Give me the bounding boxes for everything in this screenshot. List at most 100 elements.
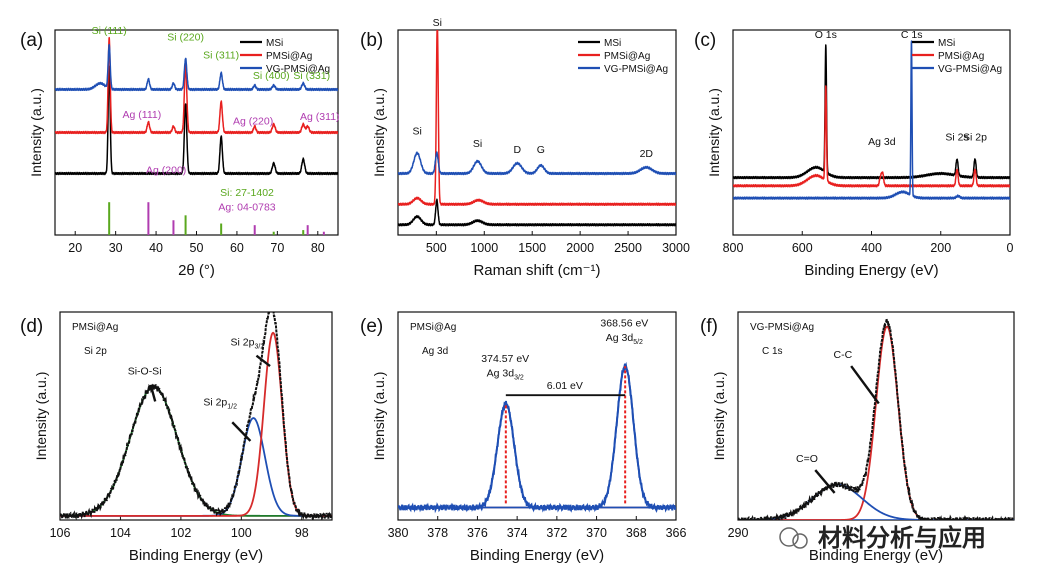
core-level-label-d: Si 2p	[84, 346, 107, 357]
x-tick-label-b: 2500	[614, 241, 642, 255]
plot-frame-b	[397, 29, 677, 236]
x-axis-label-b: Raman shift (cm⁻¹)	[473, 262, 600, 279]
annotation-c: O 1s	[815, 29, 837, 41]
panel-label-d: (d)	[20, 316, 43, 337]
annotation-text: Si	[473, 138, 482, 150]
annotation-text: Si 2p	[963, 132, 987, 144]
annotation-d: Si 2p1/2	[203, 397, 237, 411]
y-axis-label-c: Intensity (a.u.)	[706, 88, 722, 177]
x-tick-label-f: 290	[728, 526, 749, 540]
y-axis-label-a: Intensity (a.u.)	[28, 88, 44, 177]
x-tick-label-a: 20	[68, 241, 82, 255]
annotation-text: Ag 3d	[868, 136, 896, 148]
annotation-f: C-C	[834, 349, 853, 361]
annotation-e: 374.57 eV	[481, 353, 529, 365]
x-tick-label-c: 800	[723, 241, 744, 255]
sample-label-f: VG-PMSi@Ag	[750, 322, 814, 333]
annotation-f: C=O	[796, 453, 818, 465]
annotation-text: Ag (220)	[233, 115, 273, 127]
plot-area-f	[738, 318, 1014, 520]
series-line-b-vg-pmsi-ag	[398, 151, 676, 176]
fit-component-e-ag-3d3-2	[398, 402, 676, 509]
y-axis-label-f: Intensity (a.u.)	[711, 372, 727, 461]
annotation-c: Si 2p	[963, 132, 987, 144]
annotation-text: C-C	[834, 349, 853, 361]
x-tick-label-e: 370	[586, 526, 607, 540]
x-tick-label-a: 40	[149, 241, 163, 255]
annotation-e: Ag 3d5/2	[606, 332, 643, 346]
legend-label-c: VG-PMSi@Ag	[938, 64, 1002, 75]
watermark: 材料分析与应用	[779, 524, 986, 552]
annotation-b: D	[514, 144, 522, 156]
plot-frame-f	[737, 311, 1015, 521]
series-line-a-pmsi-ag	[55, 36, 338, 135]
y-axis-label-b: Intensity (a.u.)	[371, 88, 387, 177]
panel-label-c: (c)	[694, 30, 716, 51]
annotation-b: Si	[433, 17, 442, 29]
annotation-a: Si (220)	[167, 31, 204, 43]
pointer-line-d	[255, 354, 271, 368]
annotation-b: Si	[413, 126, 422, 138]
legend-label-b: VG-PMSi@Ag	[604, 64, 668, 75]
annotation-text: D	[514, 144, 522, 156]
legend-label-b: PMSi@Ag	[604, 51, 650, 62]
x-tick-label-e: 374	[507, 526, 528, 540]
plot-frame-e	[397, 311, 677, 521]
annotation-text: Si: 27-1402	[220, 187, 274, 199]
watermark-icon-2	[792, 533, 808, 549]
x-axis-label-e: Binding Energy (eV)	[470, 547, 604, 564]
y-axis-label-d: Intensity (a.u.)	[33, 372, 49, 461]
annotation-text: 368.56 eV	[600, 318, 648, 330]
panel-label-b: (b)	[360, 30, 383, 51]
annotation-e: 6.01 eV	[547, 380, 583, 392]
annotation-subscript: 3/2	[254, 343, 264, 350]
x-tick-label-d: 102	[170, 526, 191, 540]
legend-label-a: VG-PMSi@Ag	[266, 64, 330, 75]
x-tick-label-c: 400	[861, 241, 882, 255]
annotation-text: G	[537, 144, 545, 156]
annotation-b: 2D	[640, 148, 654, 160]
x-tick-label-d: 106	[50, 526, 71, 540]
annotation-text: Ag 3d	[606, 332, 634, 344]
sample-label-d: PMSi@Ag	[72, 322, 118, 333]
x-tick-label-d: 100	[231, 526, 252, 540]
series-line-c-pmsi-ag	[733, 85, 1010, 188]
series-line-c-msi	[733, 44, 1010, 180]
annotation-text: Si-O-Si	[128, 365, 162, 377]
series-line-a-msi	[55, 65, 338, 176]
annotation-text: O 1s	[815, 29, 837, 41]
plot-area-c	[733, 40, 1010, 200]
annotation-a: Si (311)	[203, 50, 239, 62]
x-tick-label-a: 70	[270, 241, 284, 255]
x-tick-label-e: 372	[546, 526, 567, 540]
annotation-text: Si (311)	[203, 50, 239, 62]
annotation-a: Ag (111)	[123, 109, 162, 121]
annotation-a: Si (400)	[253, 70, 290, 82]
annotation-a: Si (331)	[293, 70, 330, 82]
annotation-text: Ag (111)	[123, 109, 162, 121]
x-tick-label-e: 376	[467, 526, 488, 540]
fit-envelope-e	[398, 361, 676, 514]
pointer-line-f	[814, 469, 836, 494]
x-tick-label-e: 378	[427, 526, 448, 540]
panel-label-a: (a)	[20, 30, 43, 51]
annotation-text: Si	[413, 126, 422, 138]
annotation-c: Si 2s	[945, 132, 968, 144]
annotation-text: Si 2s	[945, 132, 968, 144]
annotation-a: Si: 27-1402	[220, 187, 274, 199]
watermark-icon	[779, 527, 799, 547]
watermark-text: 材料分析与应用	[818, 524, 986, 552]
annotation-text: Si (331)	[293, 70, 330, 82]
x-tick-label-b: 1500	[518, 241, 546, 255]
x-tick-label-a: 50	[190, 241, 204, 255]
annotation-a: Si (111)	[92, 25, 127, 37]
annotation-c: Ag 3d	[868, 136, 896, 148]
plot-area-e	[398, 361, 676, 514]
x-axis-label-a: 2θ (°)	[178, 262, 215, 279]
series-line-b-pmsi-ag	[398, 30, 676, 207]
y-axis-label-e: Intensity (a.u.)	[371, 372, 387, 461]
annotation-b: G	[537, 144, 545, 156]
x-tick-label-c: 200	[930, 241, 951, 255]
pointer-line-f	[850, 365, 880, 405]
